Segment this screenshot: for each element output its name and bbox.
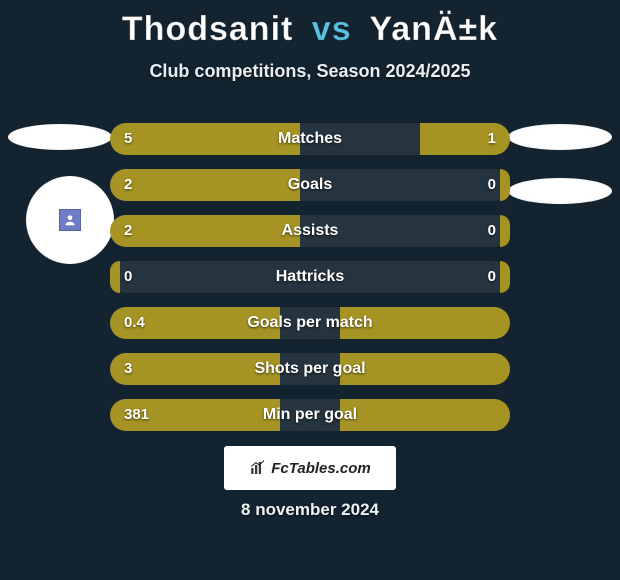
stat-value-b: 1 xyxy=(488,123,496,155)
subtitle: Club competitions, Season 2024/2025 xyxy=(0,61,620,82)
player-b-name: YanÄ±k xyxy=(369,10,498,48)
stat-value-a: 0.4 xyxy=(124,307,145,339)
date-text: 8 november 2024 xyxy=(0,500,620,520)
stat-value-b: 0 xyxy=(488,215,496,247)
stat-value-a: 5 xyxy=(124,123,132,155)
decorative-ellipse xyxy=(8,124,112,150)
chart-icon xyxy=(249,459,267,477)
stat-value-a: 0 xyxy=(124,261,132,293)
stat-value-a: 3 xyxy=(124,353,132,385)
stat-value-a: 2 xyxy=(124,215,132,247)
stat-row: 00Hattricks xyxy=(110,261,510,293)
avatar-icon xyxy=(59,209,81,231)
stat-value-b: 0 xyxy=(488,261,496,293)
stat-value-a: 2 xyxy=(124,169,132,201)
stat-row: 20Assists xyxy=(110,215,510,247)
comparison-bars: 51Matches20Goals20Assists00Hattricks0.4G… xyxy=(110,123,510,445)
vs-text: vs xyxy=(304,10,360,48)
decorative-ellipse xyxy=(508,124,612,150)
comparison-title: Thodsanit vs YanÄ±k xyxy=(0,0,620,49)
player-a-name: Thodsanit xyxy=(122,10,293,48)
stat-row: 0.4Goals per match xyxy=(110,307,510,339)
decorative-ellipse xyxy=(508,178,612,204)
stat-row: 3Shots per goal xyxy=(110,353,510,385)
footer-brand-text: FcTables.com xyxy=(271,460,370,477)
footer-brand-card: FcTables.com xyxy=(224,446,396,490)
stat-value-b: 0 xyxy=(488,169,496,201)
stat-row: 381Min per goal xyxy=(110,399,510,431)
stat-row: 20Goals xyxy=(110,169,510,201)
stat-row: 51Matches xyxy=(110,123,510,155)
stat-value-a: 381 xyxy=(124,399,149,431)
player-avatar-placeholder xyxy=(26,176,114,264)
